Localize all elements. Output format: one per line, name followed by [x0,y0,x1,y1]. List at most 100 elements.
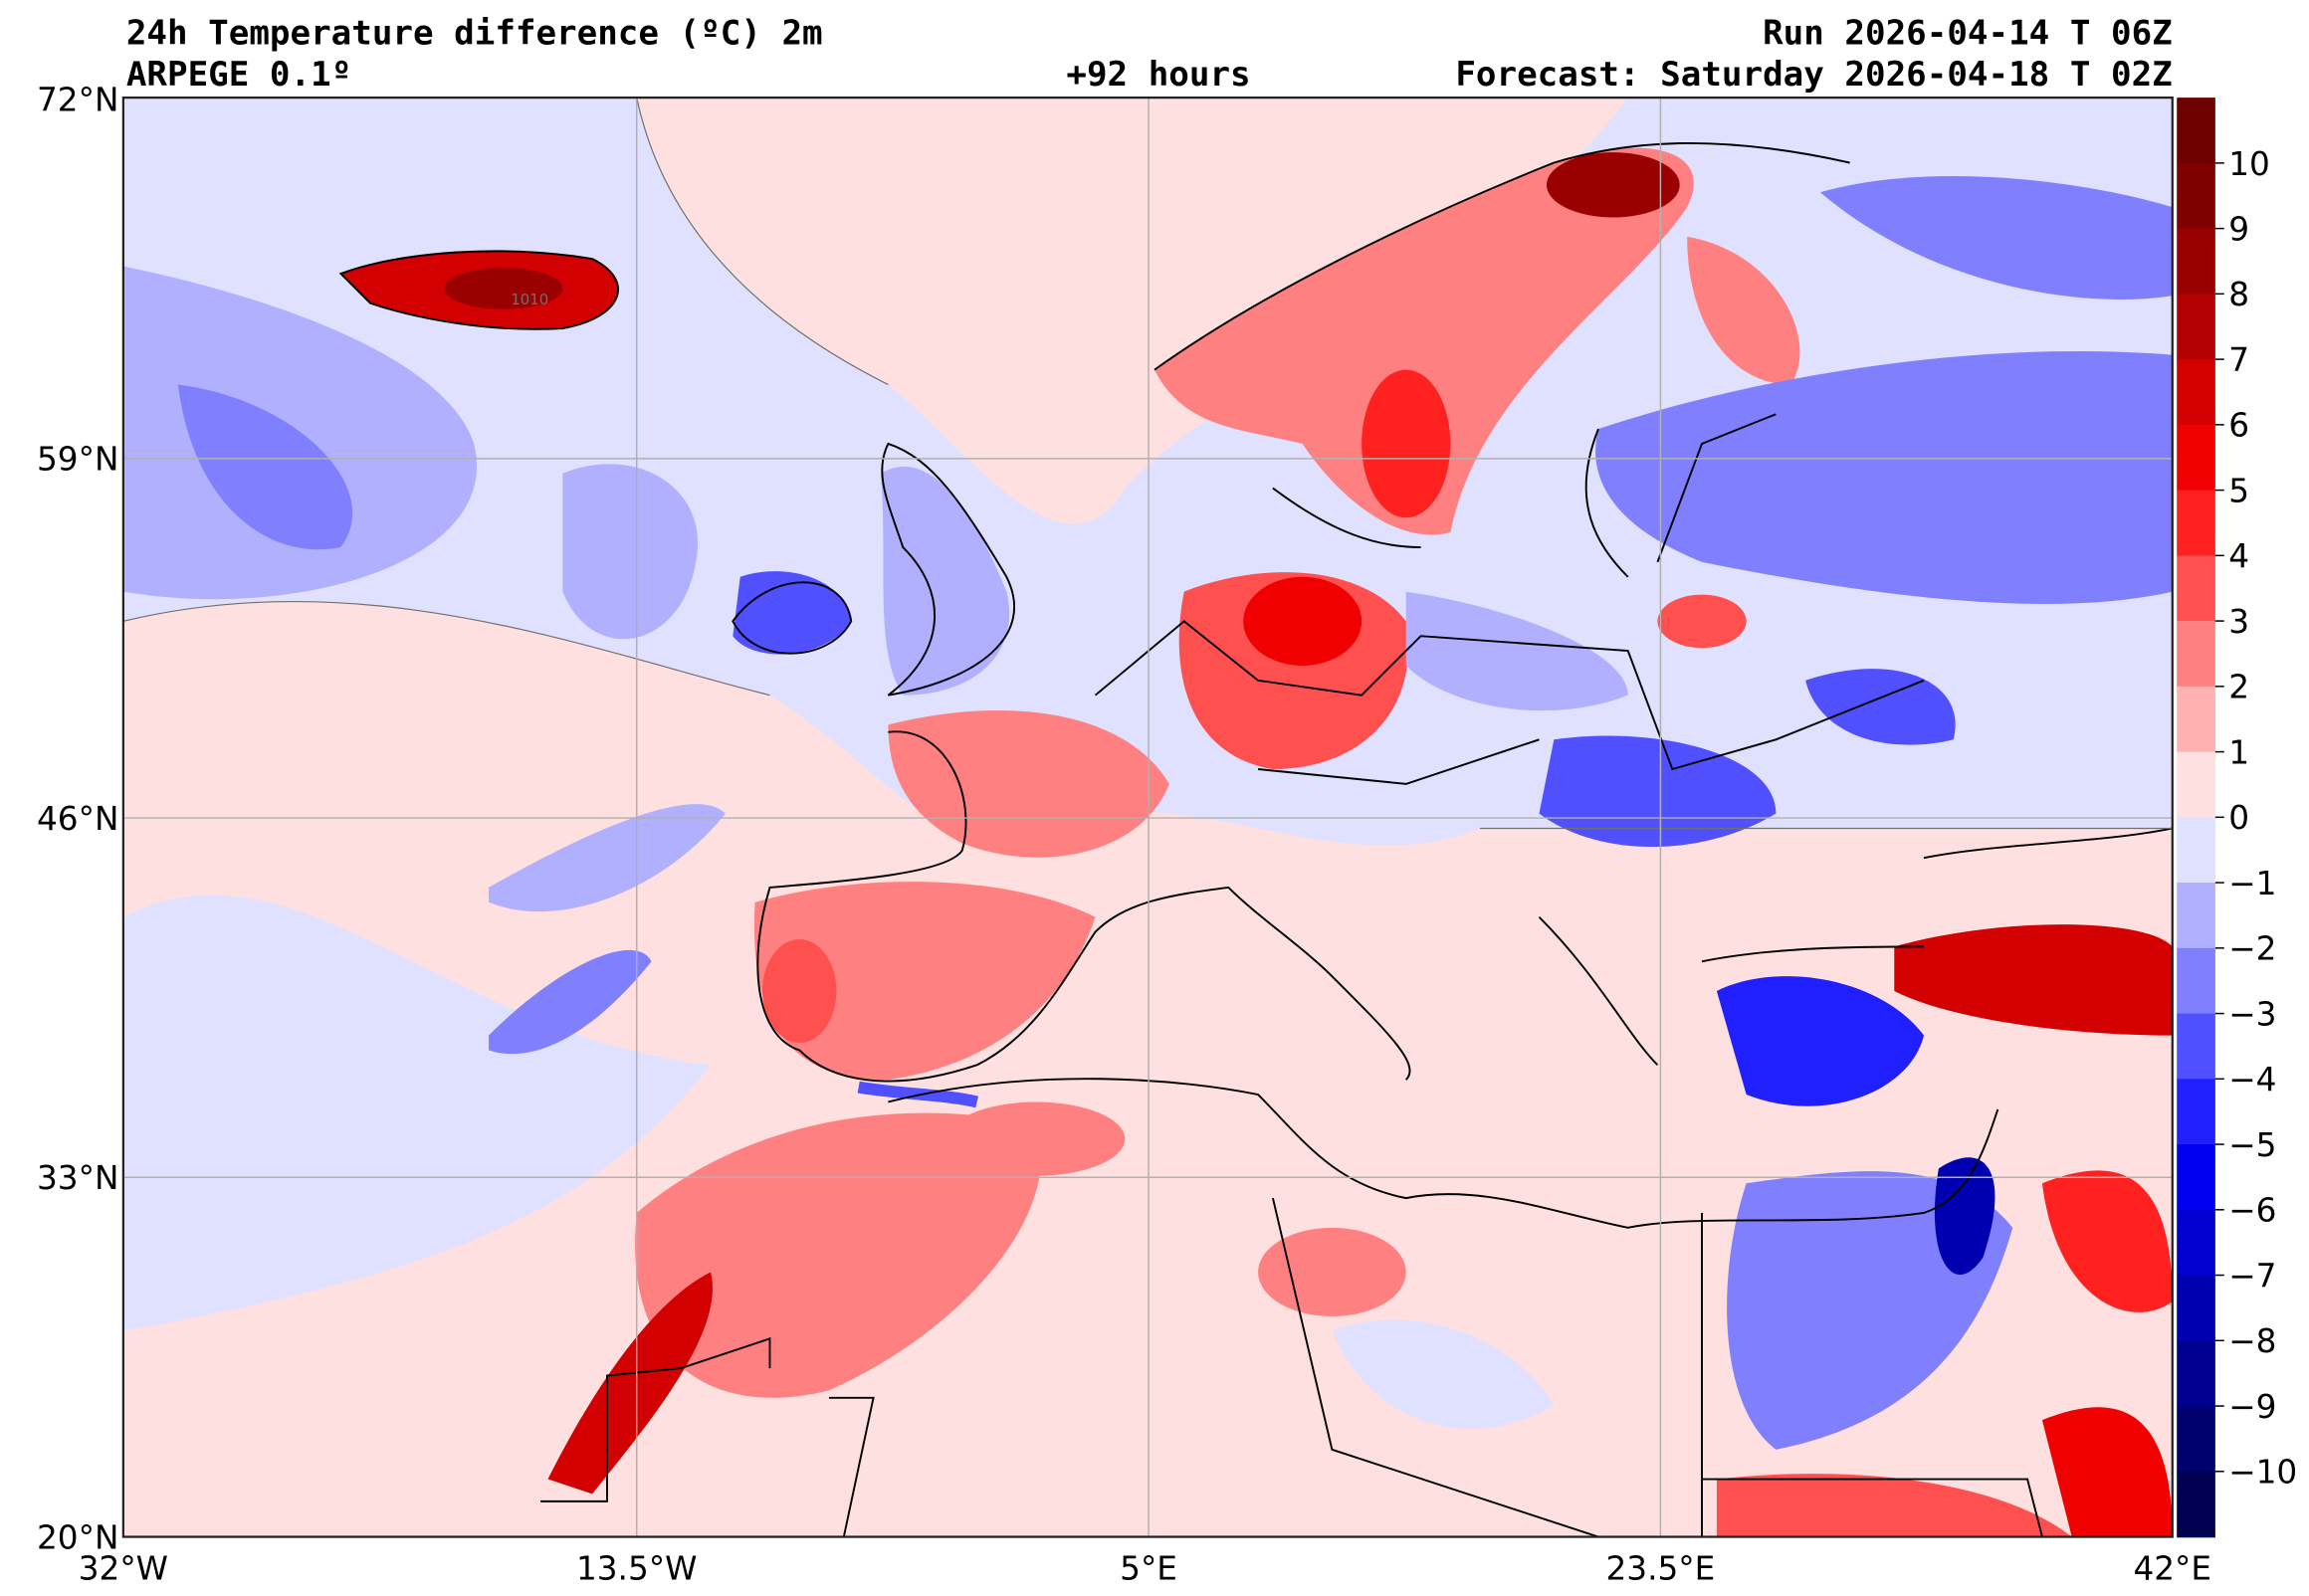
warm-zone-north-atlantic [636,98,1628,524]
iberia-warm [753,882,1096,1081]
isobar-label: 1010 [511,291,548,308]
colorbar-band [2177,817,2215,884]
germany-hot [1243,576,1363,666]
colorbar-band [2177,1013,2215,1081]
cool-band-atlantic-2 [489,949,652,1055]
colorbar-tick-label: −5 [2228,1126,2276,1164]
lon-label: 42°E [2133,1550,2211,1588]
colorbar-tick-label: −2 [2228,930,2276,968]
colorbar-band [2177,294,2215,360]
colorbar-band [2177,424,2215,492]
iceland-core [444,268,563,309]
cool-zone-mid [562,464,699,640]
forecast-time: Forecast: Saturday 2026-04-18 T 02Z [1455,55,2172,95]
colorbar-tick-label: 9 [2228,210,2249,248]
borders-africa [540,1197,2043,1537]
colorbar-tick-label: −7 [2228,1257,2276,1295]
lat-label: 59°N [37,441,118,479]
colorbar-tick-label: −10 [2228,1454,2297,1492]
western-sahara-hot [547,1272,713,1495]
colorbar-band [2177,621,2215,688]
hungary-cold [1539,735,1777,848]
colorbar-tick-label: 6 [2228,407,2249,445]
cool-zone-atlantic [122,895,712,1331]
colorbar-band [2177,751,2215,819]
colorbar-tick-label: −9 [2228,1388,2276,1426]
zero-isoline [122,98,2173,830]
lon-label: 13.5°W [576,1550,697,1588]
colorbar-band [2177,1209,2215,1277]
scandinavia-warm [1154,147,1694,535]
colorbar-band [2177,883,2215,949]
morocco-warm [635,1112,1042,1398]
coastline-iceland [338,250,619,330]
colorbar-band [2177,1144,2215,1211]
colorbar-tick-label: 0 [2228,799,2249,837]
lon-label: 32°W [79,1550,168,1588]
colorbar-band [2177,1406,2215,1473]
colorbar-band [2177,1471,2215,1538]
lon-axis: 32°W 13.5°W 5°E 23.5°E 42°E [79,1550,2211,1588]
coastline-britain [881,442,1016,697]
lon-label: 23.5°E [1606,1550,1716,1588]
lat-label: 46°N [37,800,118,838]
britain-cool [880,466,1010,696]
colorbar-tick-label: 8 [2228,276,2249,313]
map-title: 24h Temperature difference (ºC) 2m [126,14,823,54]
lat-label: 20°N [37,1518,118,1556]
colorbar-band [2177,1340,2215,1407]
colorbar-band [2177,162,2215,230]
colorbar-tick-label: 1 [2228,733,2249,771]
lon-label: 5°E [1120,1550,1177,1588]
ukraine-cold [1805,669,1956,745]
colorbar-tick-label: 7 [2228,341,2249,379]
colorbar-tick-label: −4 [2228,1061,2276,1098]
colorbar-band [2177,1275,2215,1342]
sahara-cool [1332,1319,1555,1429]
map-area: 1010 [122,98,2173,1537]
run-time: Run 2026-04-14 T 06Z [1763,14,2173,54]
east-europe-cold [1595,350,2173,604]
colorbar-tick-label: 10 [2228,145,2270,183]
colorbar-band [2177,1079,2215,1145]
northwest-russia-cold [1819,176,2173,299]
colorbar-band [2177,947,2215,1015]
lat-axis: 72°N 59°N 46°N 33°N 20°N [37,81,118,1556]
coastline-west-europe [756,730,1411,1083]
map-frame [121,96,2174,1538]
colorbar-band [2177,555,2215,622]
levant-cold [1934,1157,1995,1276]
colorbar-tick-label: −8 [2228,1322,2276,1360]
finland-warm [1687,236,1800,385]
cool-band-atlantic [489,804,726,912]
colorbar-tick-label: 5 [2228,472,2249,509]
sudan-warm [1716,1474,2072,1537]
colorbar-tick-label: −1 [2228,865,2276,902]
east-turkey-hot [1894,924,2173,1036]
aegean-cold [1716,976,1925,1106]
coastline-east-med [1538,827,2173,1067]
lead-time: +92 hours [1066,55,1250,95]
arabia-hot [2041,1170,2173,1312]
france-warm [888,710,1169,858]
lat-label: 72°N [37,81,118,118]
portugal-hot [762,938,837,1044]
cool-core-west [177,384,353,550]
colorbar-band [2177,686,2215,753]
algeria-warm [946,1101,1126,1176]
colorbar-tick-label: 4 [2228,537,2249,575]
colorbar-band [2177,490,2215,557]
colorbar-band [2177,98,2215,164]
model-label: ARPEGE 0.1º [126,55,351,95]
lat-label: 33°N [37,1159,118,1197]
belarus-warm [1657,594,1747,649]
graticule [122,98,2173,1537]
coastline-scandinavia [1154,141,1850,578]
red-sea-hot [2041,1407,2173,1537]
colorbar-tick-label: 2 [2228,669,2249,706]
ireland-cold [733,571,852,655]
colorbar-tick-label: 3 [2228,603,2249,641]
borders-europe [1094,413,1925,785]
coastline-ireland [732,581,853,655]
